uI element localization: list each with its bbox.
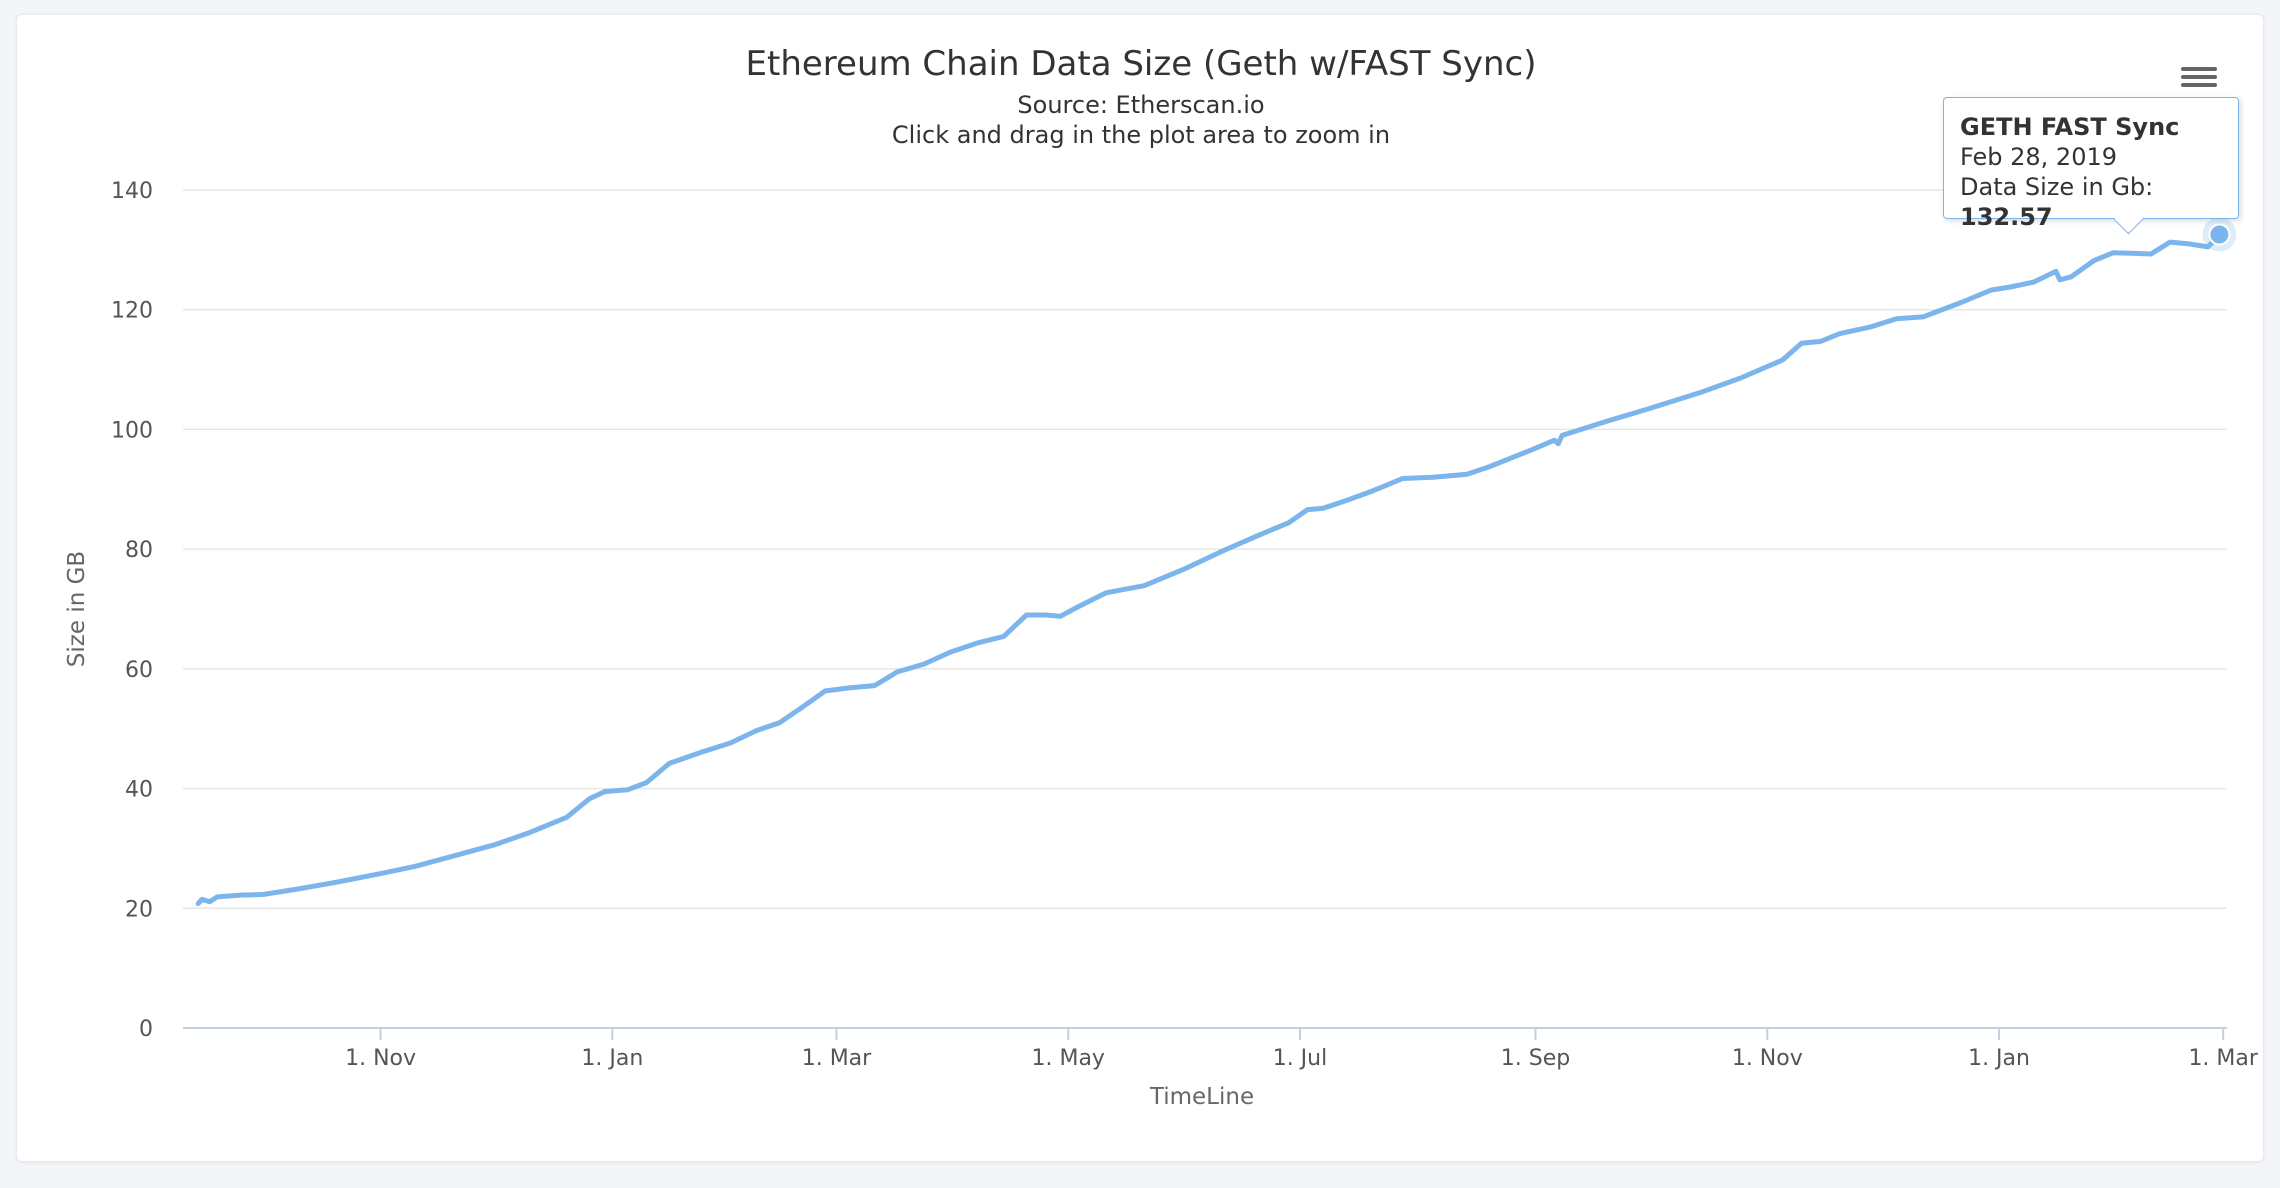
chart-title: Ethereum Chain Data Size (Geth w/FAST Sy…	[746, 44, 1537, 84]
y-tick-label: 40	[125, 778, 153, 803]
y-tick-label: 80	[125, 538, 153, 563]
y-tick-label: 20	[125, 897, 153, 922]
hovered-data-point[interactable]	[2208, 223, 2231, 246]
data-tooltip: GETH FAST Sync Feb 28, 2019 Data Size in…	[1943, 97, 2239, 235]
series-line[interactable]	[195, 232, 2222, 906]
x-tick-label: 1. May	[1031, 1046, 1104, 1071]
x-axis-tick-labels: 1. Nov 1. Jan 1. Mar 1. May 1. Jul 1. Sep 1. N…	[345, 1046, 2259, 1071]
x-axis-ticks	[379, 1028, 2225, 1040]
x-tick-label: 1. Sep	[1501, 1046, 1570, 1071]
x-tick-label: 1. Mar	[2188, 1046, 2258, 1071]
y-axis-title: Size in GB	[64, 551, 90, 667]
x-tick-label: 1. Jan	[1968, 1046, 2030, 1071]
y-tick-label: 60	[125, 658, 153, 683]
series-layer	[195, 217, 2237, 906]
x-tick-label: 1. Nov	[1732, 1046, 1803, 1071]
x-tick-label: 1. Jul	[1273, 1046, 1328, 1071]
tooltip-series-name: GETH FAST Sync	[1960, 113, 2180, 141]
y-tick-label: 100	[111, 418, 153, 443]
chart-subtitle-zoom-hint: Click and drag in the plot area to zoom …	[892, 121, 1390, 149]
tooltip-arrow	[2113, 204, 2144, 235]
gridlines	[183, 189, 2227, 1029]
line-chart[interactable]: Ethereum Chain Data Size (Geth w/FAST Sy…	[17, 15, 2263, 1161]
hamburger-menu-icon[interactable]	[2175, 59, 2223, 99]
x-axis-title: TimeLine	[1149, 1084, 1254, 1110]
y-tick-label: 140	[111, 179, 153, 204]
y-axis-tick-labels: 0 20 40 60 80 100 120 140	[111, 179, 153, 1042]
y-tick-label: 120	[111, 299, 153, 324]
chart-card: Ethereum Chain Data Size (Geth w/FAST Sy…	[16, 14, 2264, 1162]
tooltip-value: 132.57	[1960, 203, 2053, 231]
chart-subtitle: Source: Etherscan.io	[1017, 91, 1264, 119]
tooltip-value-row: Data Size in Gb: 132.57	[1960, 173, 2153, 231]
tooltip-value-label: Data Size in Gb:	[1960, 173, 2154, 201]
tooltip-date: Feb 28, 2019	[1960, 143, 2117, 171]
y-tick-label: 0	[139, 1017, 153, 1042]
x-tick-label: 1. Nov	[345, 1046, 416, 1071]
x-tick-label: 1. Mar	[802, 1046, 872, 1071]
x-tick-label: 1. Jan	[581, 1046, 643, 1071]
